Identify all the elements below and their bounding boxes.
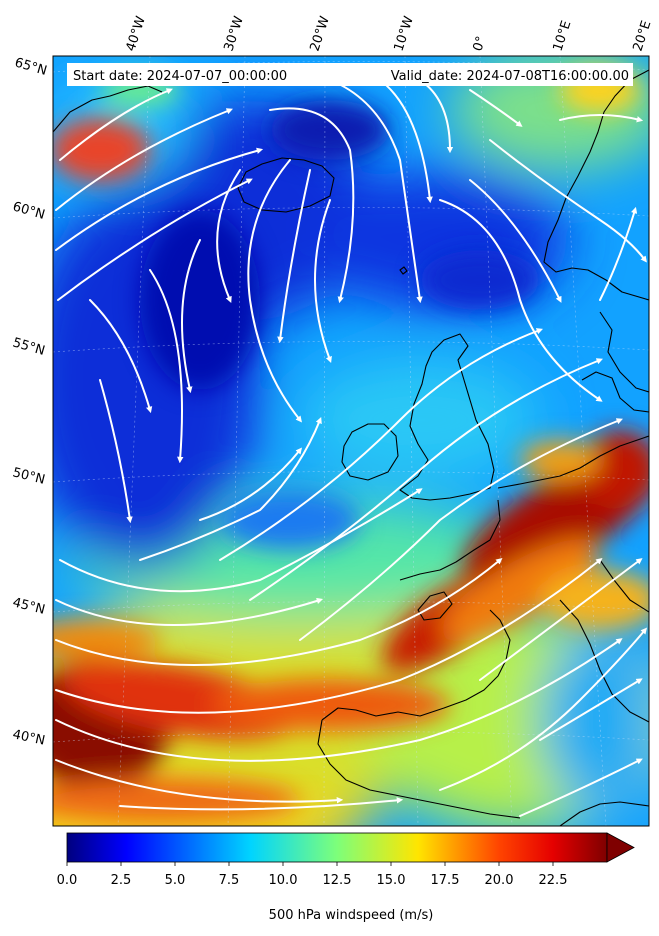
- header-box: [67, 63, 633, 86]
- lat-label: 45°N: [11, 595, 46, 617]
- colorbar-tick-label: 17.5: [431, 873, 460, 888]
- streamlines: [55, 79, 648, 817]
- lat-label: 60°N: [11, 199, 47, 222]
- lon-label: 30°W: [222, 14, 247, 53]
- colorbar: 0.0 2.5 5.0 7.5 10.0 12.5 15.0 17.5 20.0 22.5 500…: [57, 832, 635, 923]
- colorbar-ticks: 0.0 2.5 5.0 7.5 10.0 12.5 15.0 17.5 20.0 22.5: [57, 862, 568, 888]
- colorbar-gradient: [66, 832, 608, 863]
- colorbar-tick-label: 22.5: [539, 873, 568, 888]
- lat-label: 50°N: [11, 465, 46, 487]
- colorbar-tick-label: 10.0: [269, 873, 298, 888]
- map-frame: [52, 55, 650, 827]
- lat-label: 55°N: [11, 335, 47, 358]
- colorbar-tick-label: 5.0: [165, 873, 186, 888]
- latitude-labels: 65°N 60°N 55°N 50°N 45°N 40°N: [11, 55, 49, 748]
- lon-label: 20°W: [308, 14, 333, 53]
- start-date-label: Start date: 2024-07-07_00:00:00: [73, 69, 287, 84]
- colorbar-tick-label: 7.5: [219, 873, 240, 888]
- lon-label: 40°W: [124, 14, 149, 53]
- colorbar-tick-label: 15.0: [377, 873, 406, 888]
- colorbar-tick-label: 12.5: [323, 873, 352, 888]
- lat-label: 65°N: [13, 55, 49, 78]
- lon-label: 0°: [471, 35, 490, 54]
- map-panel: Start date: 2024-07-07_00:00:00 Valid_da…: [52, 55, 650, 827]
- valid-date-label: Valid_date: 2024-07-08T16:00:00.00: [391, 69, 629, 84]
- colorbar-tick-label: 20.0: [485, 873, 514, 888]
- windspeed-field: [53, 56, 649, 826]
- coastlines: [53, 69, 649, 826]
- colorbar-tick-label: 0.0: [57, 873, 78, 888]
- lon-label: 20°E: [631, 19, 655, 53]
- lon-label: 10°W: [392, 14, 417, 53]
- colorbar-tick-label: 2.5: [111, 873, 132, 888]
- colorbar-label: 500 hPa windspeed (m/s): [269, 908, 434, 923]
- colorbar-extend-arrow: [606, 832, 635, 863]
- longitude-labels: 40°W 30°W 20°W 10°W 0° 10°E 20°E: [124, 14, 655, 53]
- lon-label: 10°E: [551, 19, 575, 53]
- lat-label: 40°N: [11, 727, 46, 748]
